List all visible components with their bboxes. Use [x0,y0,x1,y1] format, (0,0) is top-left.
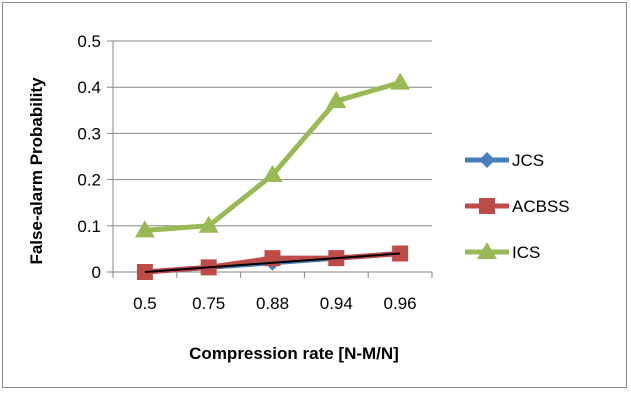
series-line-ics [144,80,401,233]
legend-item-jcs: JCS [465,151,544,170]
x-axis-title: Compression rate [N-M/N] [189,344,399,363]
y-tick-label: 0.1 [77,217,101,236]
data-point-ics [326,91,347,109]
data-point-ics [390,72,411,90]
data-point-ics [134,220,155,238]
legend-marker [479,152,495,168]
x-tick-label: 0.96 [384,294,417,313]
legend-item-ics: ICS [465,242,540,262]
y-tick-labels: 0 0.1 0.2 0.3 0.4 0.5 [77,32,101,282]
legend-label: ICS [512,243,540,262]
line-chart: 0 0.1 0.2 0.3 0.4 0.5 0.5 0.75 0.88 0.94 0.96 Fal… [27,32,570,363]
legend-marker [479,198,495,214]
trendline [144,252,401,273]
legend-marker [477,242,497,259]
legend-item-acbss: ACBSS [465,197,570,216]
y-tick-label: 0.5 [77,32,101,51]
y-tick-label: 0.2 [77,171,101,190]
series-layer [134,72,411,280]
x-tick-label: 0.5 [133,294,157,313]
axes [107,40,433,278]
gridlines [113,40,432,227]
legend: JCS ACBSS ICS [465,151,570,262]
data-point-ics [198,215,219,233]
x-tick-label: 0.88 [256,294,289,313]
legend-label: ACBSS [512,197,570,216]
chart-frame: 0 0.1 0.2 0.3 0.4 0.5 0.5 0.75 0.88 0.94 0.96 Fal… [2,2,627,388]
x-tick-labels: 0.5 0.75 0.88 0.94 0.96 [133,294,417,313]
x-tick-label: 0.94 [320,294,353,313]
y-axis-title: False-alarm Probability [27,77,46,265]
data-point-ics [262,164,283,182]
y-tick-label: 0.4 [77,78,101,97]
y-tick-label: 0 [92,263,101,282]
y-tick-label: 0.3 [77,124,101,143]
x-tick-label: 0.75 [192,294,225,313]
legend-label: JCS [512,151,544,170]
